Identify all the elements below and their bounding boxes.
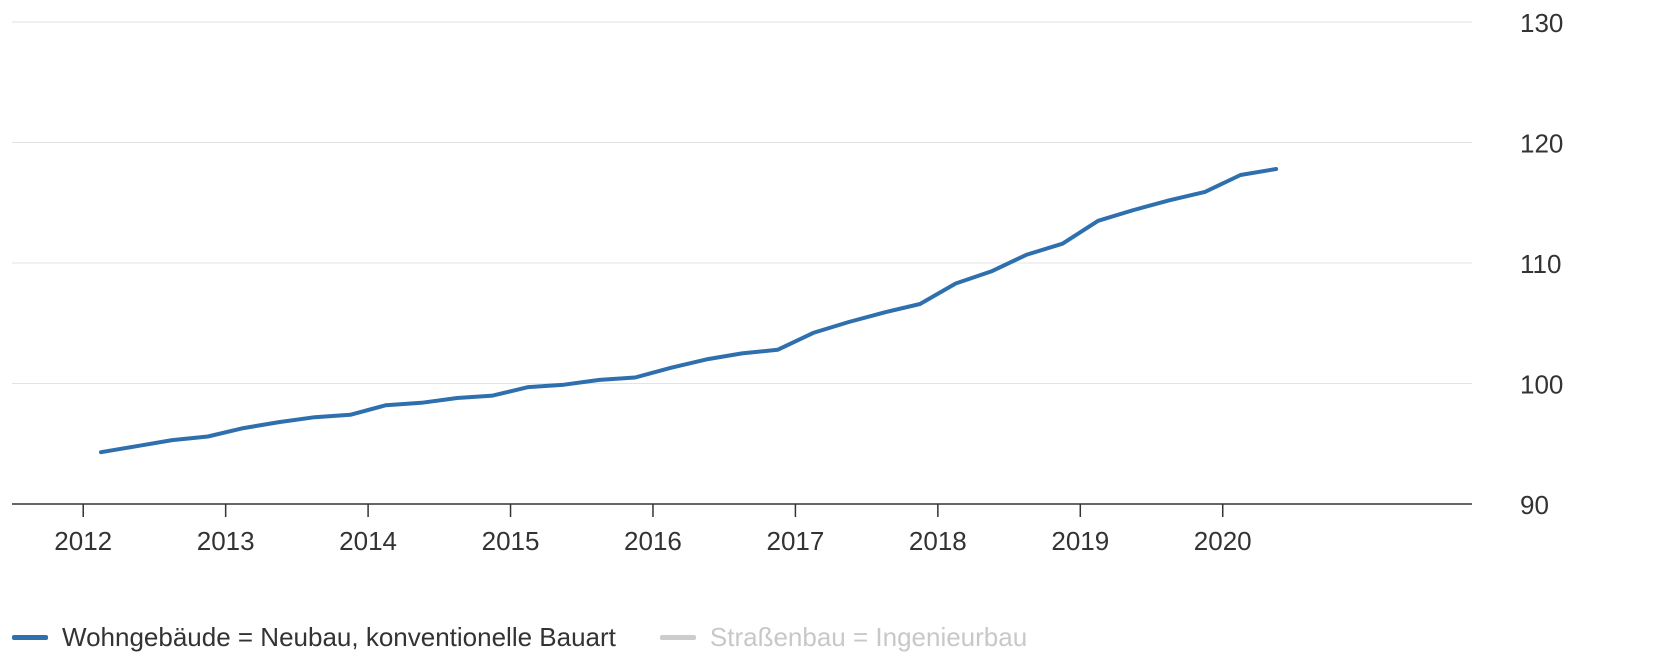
x-tick-label: 2016	[624, 526, 682, 556]
legend-swatch-wohngebaeude	[12, 635, 48, 640]
x-axis	[12, 503, 1472, 517]
legend-item-wohngebaeude[interactable]: Wohngebäude = Neubau, konventionelle Bau…	[12, 622, 616, 653]
x-tick-label: 2014	[339, 526, 397, 556]
legend: Wohngebäude = Neubau, konventionelle Bau…	[12, 622, 1071, 653]
x-tick-label: 2013	[197, 526, 255, 556]
x-tick-label: 2020	[1194, 526, 1252, 556]
y-tick-label: 120	[1520, 129, 1563, 159]
series-line-0[interactable]	[99, 167, 1279, 455]
legend-item-strassenbau[interactable]: Straßenbau = Ingenieurbau	[659, 622, 1028, 653]
y-tick-label: 90	[1520, 490, 1549, 520]
legend-label-strassenbau: Straßenbau = Ingenieurbau	[709, 622, 1028, 652]
x-tick-label: 2017	[766, 526, 824, 556]
y-tick-label: 110	[1520, 249, 1561, 279]
y-tick-label: 130	[1520, 8, 1563, 38]
legend-swatch-strassenbau	[659, 635, 696, 640]
y-axis: 90 100 110 120 130	[1520, 8, 1563, 520]
y-tick-label: 100	[1520, 370, 1563, 400]
x-tick-label: 2018	[909, 526, 967, 556]
legend-label-wohngebaeude: Wohngebäude = Neubau, konventionelle Bau…	[62, 622, 616, 652]
x-tick-label: 2019	[1051, 526, 1109, 556]
x-tick-labels: 2012 2013 2014 2015 2016 2017 2018 2019 2020	[54, 526, 1251, 556]
series-lines	[99, 167, 1279, 455]
gridlines	[12, 21, 1472, 384]
x-tick-label: 2015	[482, 526, 540, 556]
x-tick-label: 2012	[54, 526, 112, 556]
